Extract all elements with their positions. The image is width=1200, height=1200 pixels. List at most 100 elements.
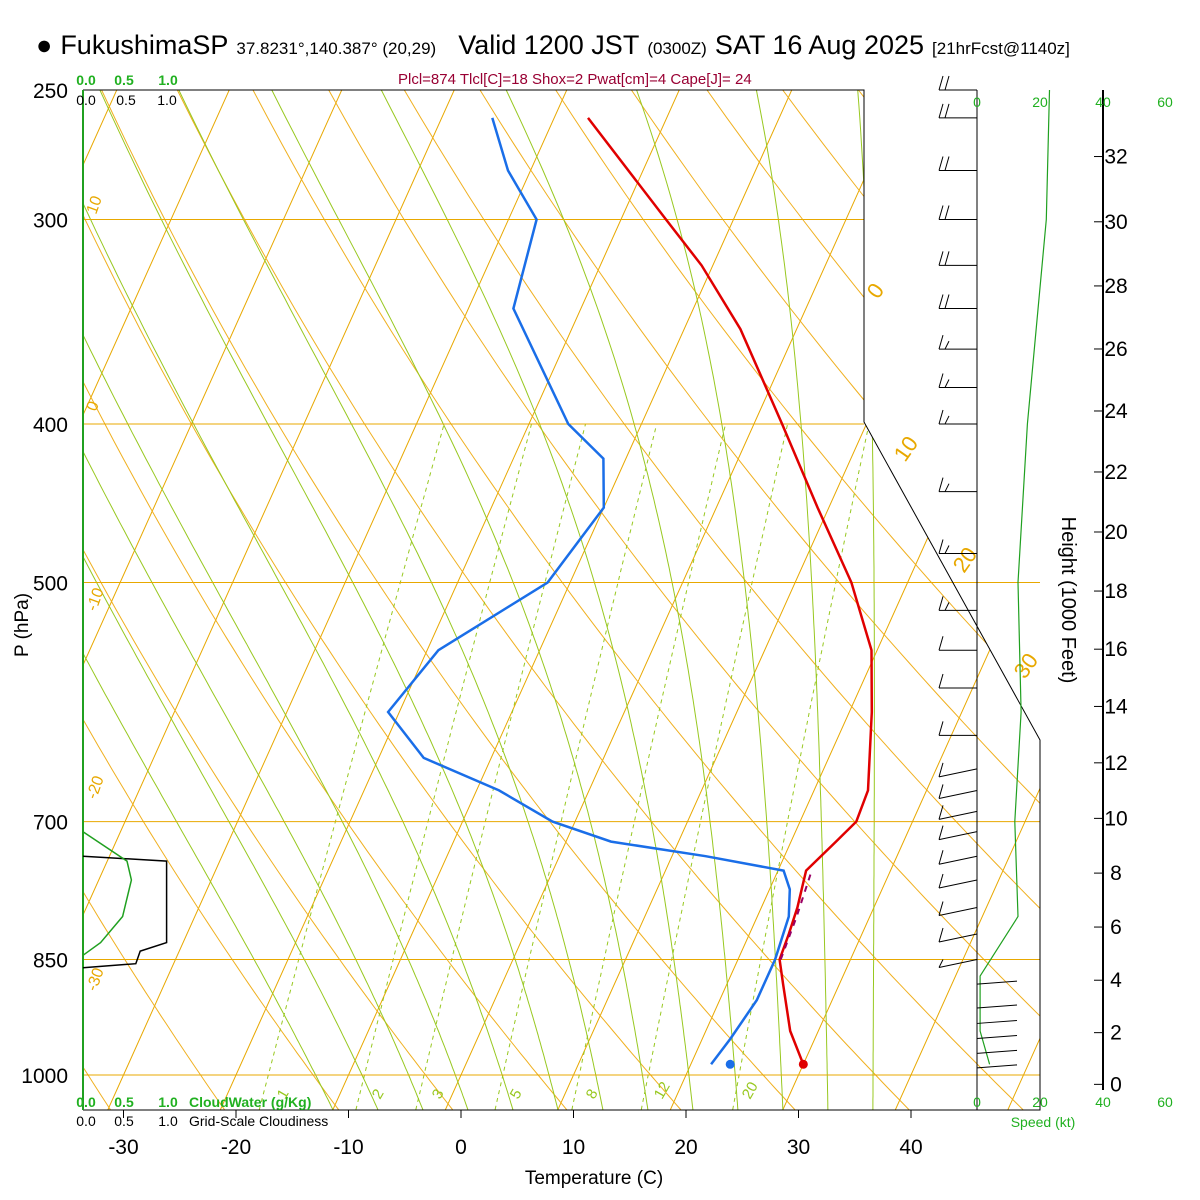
wind-barb — [938, 156, 977, 172]
temperature-line — [587, 117, 874, 1065]
wind-barb-flag — [944, 294, 950, 309]
wind-barb — [938, 784, 978, 799]
wind-barb-shaft — [976, 1019, 1018, 1024]
isotherm-line — [83, 90, 356, 1110]
speed-scale-bottom-label: 20 — [1032, 1094, 1048, 1110]
wind-barb — [938, 805, 978, 820]
chart-title: ● FukushimaSP 37.8231°,140.387° (20,29) … — [36, 30, 1070, 61]
cloudiness-scale-label: 0.5 — [114, 1113, 134, 1129]
wind-barb — [938, 75, 977, 91]
wind-barb — [938, 901, 978, 917]
dewpoint-line — [386, 117, 792, 1066]
dry-adiabat-line — [312, 90, 1040, 1110]
plot-frame — [83, 89, 1041, 1111]
speed-scale-bottom-label: 60 — [1157, 1094, 1173, 1110]
isotherm-line — [332, 90, 806, 1110]
wind-barb — [976, 1035, 1018, 1040]
isotherm-line — [669, 90, 1040, 1110]
wind-barb — [938, 762, 978, 778]
moist-adiabat-line — [83, 90, 469, 1110]
wind-barb — [938, 294, 977, 309]
wind-barb-flag — [944, 205, 950, 220]
x-axis-title: Temperature (C) — [525, 1168, 663, 1189]
mixing-ratio-line — [732, 423, 870, 1110]
speed-scale-bottom-label: 0 — [973, 1094, 981, 1110]
cloud-water-label: CloudWater (g/Kg) — [189, 1094, 311, 1110]
wind-barb-flag — [938, 294, 944, 309]
wind-barb — [938, 825, 978, 841]
wind-barb-shaft — [938, 831, 978, 841]
cloud-scale-top-label: 0.0 — [76, 72, 96, 88]
wind-barb-flag — [938, 673, 944, 689]
wind-barb — [976, 1064, 1018, 1069]
moist-adiabat-line — [86, 90, 559, 1110]
valid-time: Valid 1200 JST — [458, 30, 640, 60]
height-tick-label: 26 — [1104, 338, 1127, 361]
moist-adiabat-line — [83, 90, 514, 1110]
cloud-scale-top-label: 0.5 — [114, 72, 134, 88]
wind-barb — [938, 205, 977, 221]
wind-barb-flag — [944, 251, 950, 266]
cloud-scale-bottom-label: 0.5 — [114, 1094, 134, 1110]
wind-barb-shaft — [938, 855, 978, 865]
pressure-tick-label: 850 — [33, 950, 68, 973]
wind-barb-flag — [944, 602, 950, 611]
speed-scale-bottom-label: 40 — [1095, 1094, 1111, 1110]
moist-adiabat-line — [749, 90, 829, 1110]
dry-adiabat-line — [83, 90, 453, 1110]
height-tick-label: 16 — [1104, 638, 1127, 661]
temperature-tick-label: 10 — [562, 1136, 585, 1159]
wind-barb — [938, 477, 977, 493]
pressure-tick-label: 700 — [33, 812, 68, 835]
temperature-tick-label: 40 — [899, 1136, 922, 1159]
height-tick-label: 32 — [1104, 146, 1127, 169]
isotherm-line — [107, 90, 581, 1110]
utc-time: (0300Z) — [647, 39, 707, 58]
dry-adiabat-line — [83, 90, 682, 1110]
wind-barb — [938, 673, 977, 689]
wind-barb-flag — [938, 959, 944, 968]
wind-barb-shaft — [976, 1049, 1018, 1054]
wind-barb — [938, 873, 978, 889]
wind-barb-flag — [938, 873, 944, 889]
wind-barb — [938, 373, 977, 389]
dry-adiabat-line — [461, 90, 1040, 1110]
cloudwater-line — [82, 831, 133, 956]
temperature-tick-label: 20 — [674, 1136, 697, 1159]
cloud-scale-top-black-label: 0.0 — [76, 92, 96, 108]
pressure-tick-label: 400 — [33, 414, 68, 437]
mixing-ratio-label: 12 — [651, 1079, 674, 1102]
moist-adiabat-line — [625, 90, 784, 1110]
wind-barb-flag — [938, 539, 944, 554]
isotherm-line — [219, 90, 693, 1110]
wind-barb-shaft — [938, 768, 978, 778]
wind-barb-flag — [944, 340, 950, 350]
wind-barb-flag — [938, 825, 944, 840]
height-tick-label: 10 — [1104, 807, 1127, 830]
height-tick-label: 4 — [1110, 969, 1122, 992]
pressure-tick-label: 1000 — [21, 1065, 68, 1088]
wind-barb-flag — [938, 75, 944, 91]
wind-barb-shaft — [976, 980, 1018, 985]
dry-adiabat-line — [83, 90, 340, 1110]
wind-barb — [938, 103, 977, 119]
pressure-tick-label: 500 — [33, 573, 68, 596]
cloudiness-scale-label: 0.0 — [76, 1113, 96, 1129]
speed-scale-top-label: 60 — [1157, 94, 1173, 110]
temperature-tick-label: -10 — [333, 1136, 363, 1159]
dry-adiabat-label: -10 — [84, 586, 108, 614]
cloud-scale-top-black-label: 0.5 — [116, 92, 136, 108]
surface-temperature-marker — [798, 1059, 808, 1069]
moist-adiabat-line — [83, 90, 334, 1110]
height-tick-label: 8 — [1110, 862, 1122, 885]
pressure-tick-label: 300 — [33, 210, 68, 233]
speed-scale-top-label: 0 — [973, 94, 981, 110]
wind-barb-shaft — [976, 1064, 1018, 1069]
wind-barb-flag — [944, 415, 950, 425]
wind-barb-flag — [938, 409, 944, 425]
wind-barb — [938, 927, 978, 943]
speed-scale-top-label: 40 — [1095, 94, 1111, 110]
wind-barb — [976, 980, 1018, 985]
mixing-ratio-line — [355, 423, 532, 1110]
wind-barb-flag — [938, 334, 944, 350]
